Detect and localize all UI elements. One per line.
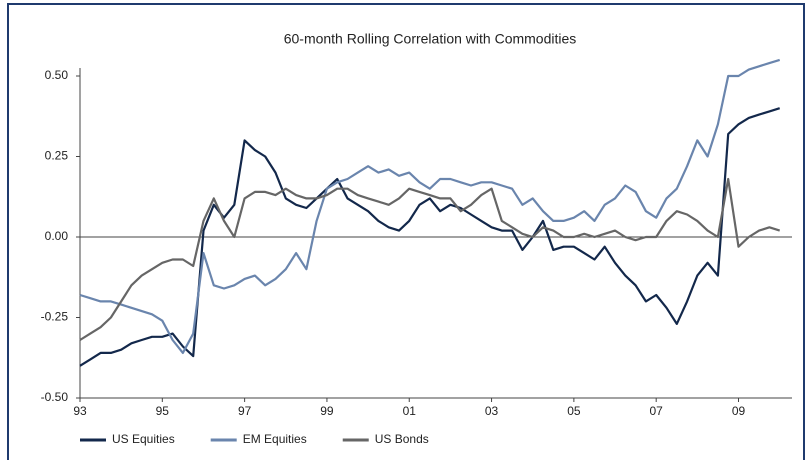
y-tick-label: 0.00 xyxy=(45,229,69,243)
x-tick-label: 93 xyxy=(73,404,87,418)
x-tick-label: 07 xyxy=(650,404,664,418)
y-tick-label: -0.50 xyxy=(41,390,69,404)
y-tick-label: -0.25 xyxy=(41,310,69,324)
x-tick-label: 95 xyxy=(156,404,170,418)
x-tick-label: 05 xyxy=(567,404,581,418)
legend-label: US Bonds xyxy=(375,432,429,446)
x-tick-label: 03 xyxy=(485,404,499,418)
y-tick-label: 0.25 xyxy=(45,149,69,163)
x-tick-label: 01 xyxy=(403,404,417,418)
x-tick-label: 97 xyxy=(238,404,252,418)
legend-label: US Equities xyxy=(112,432,175,446)
chart-title: 60-month Rolling Correlation with Commod… xyxy=(284,31,577,47)
frame xyxy=(7,3,805,460)
series-line xyxy=(79,177,781,341)
series-line xyxy=(79,58,781,354)
x-tick-label: 99 xyxy=(320,404,334,418)
y-tick-label: 0.50 xyxy=(45,68,69,82)
x-tick-label: 09 xyxy=(732,404,746,418)
legend-label: EM Equities xyxy=(243,432,307,446)
